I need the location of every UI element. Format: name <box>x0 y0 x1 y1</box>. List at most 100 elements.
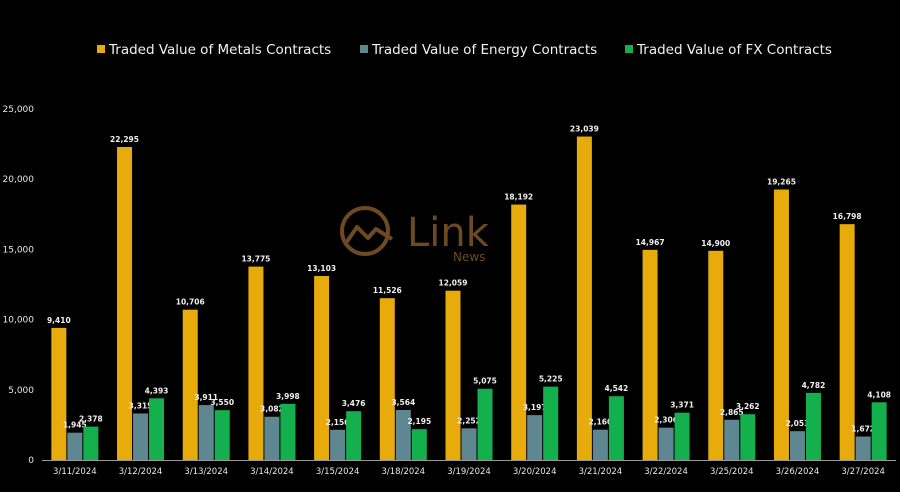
legend-swatch <box>360 45 368 53</box>
data-label: 1,672 <box>851 425 875 434</box>
data-label: 2,160 <box>589 418 613 427</box>
bar-0 <box>117 146 133 460</box>
bar-2 <box>411 429 427 460</box>
logo-zigzag-icon <box>344 225 394 245</box>
y-axis: 0 5,000 10,000 15,000 20,000 25,000 <box>3 105 35 466</box>
data-label: 2,865 <box>720 408 744 417</box>
data-label: 4,108 <box>867 390 891 399</box>
x-tick-label: 3/15/2024 <box>316 467 360 477</box>
bar-2 <box>674 412 690 460</box>
x-tick-label: 3/12/2024 <box>119 467 163 477</box>
bar-2 <box>740 414 756 460</box>
legend-swatch <box>97 45 105 53</box>
x-tick-label: 3/14/2024 <box>250 467 294 477</box>
logo-ring-icon <box>340 206 390 256</box>
bar-2 <box>83 426 99 460</box>
x-tick-label: 3/13/2024 <box>184 467 228 477</box>
bar-2 <box>214 410 230 460</box>
x-tick-label: 3/27/2024 <box>841 467 885 477</box>
bar-2 <box>805 392 821 460</box>
x-tick-label: 3/25/2024 <box>710 467 754 477</box>
bar-2 <box>871 402 887 460</box>
data-label: 3,564 <box>391 398 415 407</box>
x-tick-label: 3/19/2024 <box>447 467 491 477</box>
data-label: 3,911 <box>194 393 218 402</box>
bar-2 <box>543 386 559 460</box>
data-label: 3,476 <box>342 399 366 408</box>
bar-2 <box>280 403 296 460</box>
bar-2 <box>608 396 624 460</box>
data-label: 4,393 <box>145 386 169 395</box>
bar-0 <box>708 250 724 460</box>
bar-2 <box>346 411 362 460</box>
bar-0 <box>642 249 658 460</box>
data-label: 13,103 <box>307 264 336 273</box>
legend-swatch <box>625 45 633 53</box>
y-tick-label: 25,000 <box>3 105 35 115</box>
data-label: 3,082 <box>260 405 284 414</box>
data-label: 1,945 <box>63 421 87 430</box>
bar-1 <box>855 436 871 460</box>
data-label: 4,542 <box>605 384 629 393</box>
data-label: 2,053 <box>786 419 810 428</box>
bar-0 <box>576 136 592 460</box>
x-tick-label: 3/20/2024 <box>513 467 557 477</box>
bar-1 <box>133 413 149 460</box>
y-tick-label: 20,000 <box>3 175 35 185</box>
bar-0 <box>51 327 67 460</box>
legend-label: Traded Value of Metals Contracts <box>108 42 331 58</box>
data-label: 3,371 <box>670 401 694 410</box>
watermark-brand: Link <box>407 210 490 256</box>
data-label: 5,225 <box>539 375 563 384</box>
bar-1 <box>395 409 411 460</box>
data-label: 23,039 <box>570 125 599 134</box>
bar-0 <box>445 290 461 460</box>
data-label: 2,378 <box>79 415 103 424</box>
data-label: 10,706 <box>176 298 205 307</box>
bar-1 <box>658 427 674 460</box>
data-label: 2,252 <box>457 416 481 425</box>
bar-0 <box>839 224 855 460</box>
bar-1 <box>264 416 280 460</box>
data-label: 5,075 <box>473 377 497 386</box>
bar-0 <box>379 298 395 460</box>
bar-2 <box>477 388 493 460</box>
data-label: 3,550 <box>210 398 234 407</box>
data-label: 11,526 <box>373 286 402 295</box>
x-tick-label: 3/21/2024 <box>579 467 623 477</box>
bar-0 <box>773 189 789 460</box>
data-label: 2,150 <box>326 418 350 427</box>
data-label: 9,410 <box>47 316 71 325</box>
data-label: 14,900 <box>701 239 730 248</box>
y-tick-label: 0 <box>28 456 34 466</box>
data-label: 3,998 <box>276 392 300 401</box>
data-label: 4,782 <box>802 381 826 390</box>
data-label: 2,306 <box>654 416 678 425</box>
legend-label: Traded Value of FX Contracts <box>636 42 832 58</box>
y-tick-label: 15,000 <box>3 245 35 255</box>
y-tick-label: 10,000 <box>3 316 35 326</box>
bar-1 <box>592 429 608 460</box>
bar-0 <box>511 204 527 460</box>
data-label: 3,315 <box>129 401 153 410</box>
bar-0 <box>314 276 330 460</box>
bar-0 <box>182 309 198 460</box>
bar-1 <box>198 405 214 460</box>
bar-1 <box>461 428 477 460</box>
x-tick-label: 3/11/2024 <box>53 467 97 477</box>
bar-2 <box>149 398 165 460</box>
data-label: 14,967 <box>636 238 665 247</box>
data-label: 18,192 <box>504 193 533 202</box>
data-label: 2,195 <box>407 417 431 426</box>
legend-label: Traded Value of Energy Contracts <box>371 42 597 58</box>
data-label: 3,262 <box>736 402 760 411</box>
data-label: 22,295 <box>110 135 139 144</box>
x-axis: 3/11/2024 3/12/2024 3/13/2024 3/14/2024 3/15… <box>42 460 896 477</box>
bar-1 <box>527 415 543 460</box>
data-label: 13,775 <box>241 255 270 264</box>
data-label: 12,059 <box>439 279 468 288</box>
y-tick-label: 5,000 <box>8 386 34 396</box>
data-label: 16,798 <box>833 212 862 221</box>
